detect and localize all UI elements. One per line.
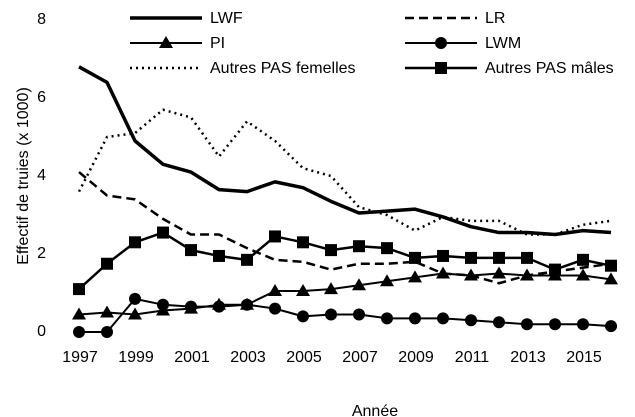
data-point [101, 257, 113, 270]
x-tick-label: 2003 [230, 349, 266, 366]
y-tick-label: 8 [37, 11, 46, 28]
data-point [185, 244, 197, 257]
data-point [353, 308, 365, 321]
x-tick-label: 2007 [342, 349, 378, 366]
data-point [381, 242, 393, 255]
x-tick-label: 2011 [455, 349, 490, 366]
data-point [577, 318, 589, 331]
y-tick-label: 2 [37, 245, 46, 262]
data-point [101, 326, 113, 338]
data-point [353, 240, 365, 253]
legend-label: LWM [485, 35, 521, 52]
data-point [100, 305, 114, 318]
data-point [73, 326, 85, 338]
data-point [269, 302, 281, 315]
data-point [128, 307, 142, 320]
x-tick-label: 2009 [398, 349, 434, 366]
data-point [381, 312, 393, 325]
data-point [157, 298, 169, 311]
data-point [408, 270, 422, 283]
data-point [185, 300, 197, 313]
data-point [380, 274, 394, 287]
data-point [268, 284, 282, 297]
y-tick-label: 0 [37, 323, 46, 340]
data-point [297, 310, 309, 323]
legend-marker [435, 62, 447, 74]
data-point [521, 251, 533, 264]
series-line [77, 108, 612, 236]
data-point [605, 259, 617, 272]
x-tick-label: 2001 [174, 349, 210, 366]
data-point [492, 266, 506, 279]
data-point [352, 278, 366, 291]
data-point [577, 253, 589, 266]
legend-label: LR [485, 10, 505, 27]
data-point [73, 283, 85, 296]
data-point [436, 266, 450, 279]
data-point [437, 312, 449, 325]
legend-label: Autres PAS femelles [210, 60, 356, 77]
data-point [576, 268, 590, 281]
x-tick-label: 1999 [118, 349, 154, 366]
data-point [213, 249, 225, 262]
data-point [269, 230, 281, 243]
data-point [549, 263, 561, 276]
series-line [78, 171, 612, 285]
data-point [325, 244, 337, 257]
data-point [324, 282, 338, 295]
legend-label: LWF [210, 10, 243, 27]
y-axis-title: Effectif de truies (x 1000) [15, 87, 32, 265]
y-tick-label: 4 [37, 167, 46, 184]
data-point [129, 292, 141, 305]
series-line [78, 272, 612, 316]
data-point [465, 314, 477, 327]
data-point [241, 298, 253, 311]
data-point [605, 320, 617, 333]
data-point [549, 318, 561, 331]
x-tick-label: 2013 [510, 349, 546, 366]
data-point [465, 251, 477, 264]
x-tick-label: 1997 [62, 349, 98, 366]
data-point [72, 307, 86, 320]
data-point [521, 318, 533, 331]
legend-label: Autres PAS mâles [485, 60, 614, 77]
data-point [129, 236, 141, 249]
legend-marker [159, 36, 173, 48]
x-tick-label: 2015 [566, 349, 602, 366]
x-axis-title: Année [352, 403, 398, 417]
y-tick-label: 6 [37, 89, 46, 106]
data-point [296, 284, 310, 297]
data-point [241, 253, 253, 266]
data-point [409, 251, 421, 264]
data-point [464, 268, 478, 281]
data-point [409, 312, 421, 325]
legend-marker [435, 37, 447, 49]
data-point [157, 226, 169, 239]
legend-label: PI [210, 35, 225, 52]
data-point [493, 316, 505, 329]
data-point [493, 251, 505, 264]
data-point [325, 308, 337, 321]
data-point [437, 249, 449, 262]
series-line [78, 65, 612, 237]
data-point [213, 300, 225, 313]
data-point [297, 236, 309, 249]
x-tick-label: 2005 [286, 349, 322, 366]
data-point [604, 272, 618, 285]
data-point [520, 268, 534, 281]
